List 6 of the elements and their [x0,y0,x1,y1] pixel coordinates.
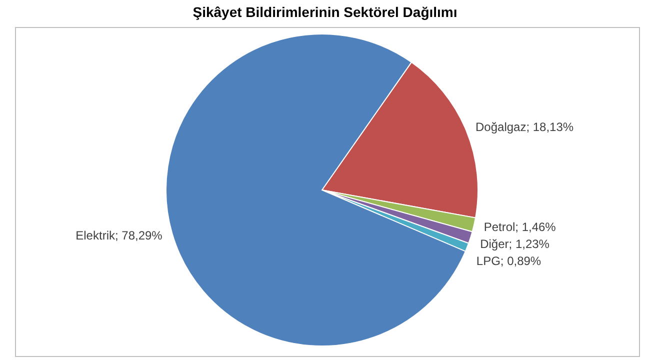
slice-label: Petrol; 1,46% [484,220,556,234]
slice-label: LPG; 0,89% [476,254,542,268]
slice-label: Doğalgaz; 18,13% [476,120,574,134]
slice-label: Elektrik; 78,29% [76,228,163,243]
chart-title: Şikâyet Bildirimlerinin Sektörel Dağılımı [192,4,458,20]
slice-label: Diğer; 1,23% [480,237,550,252]
